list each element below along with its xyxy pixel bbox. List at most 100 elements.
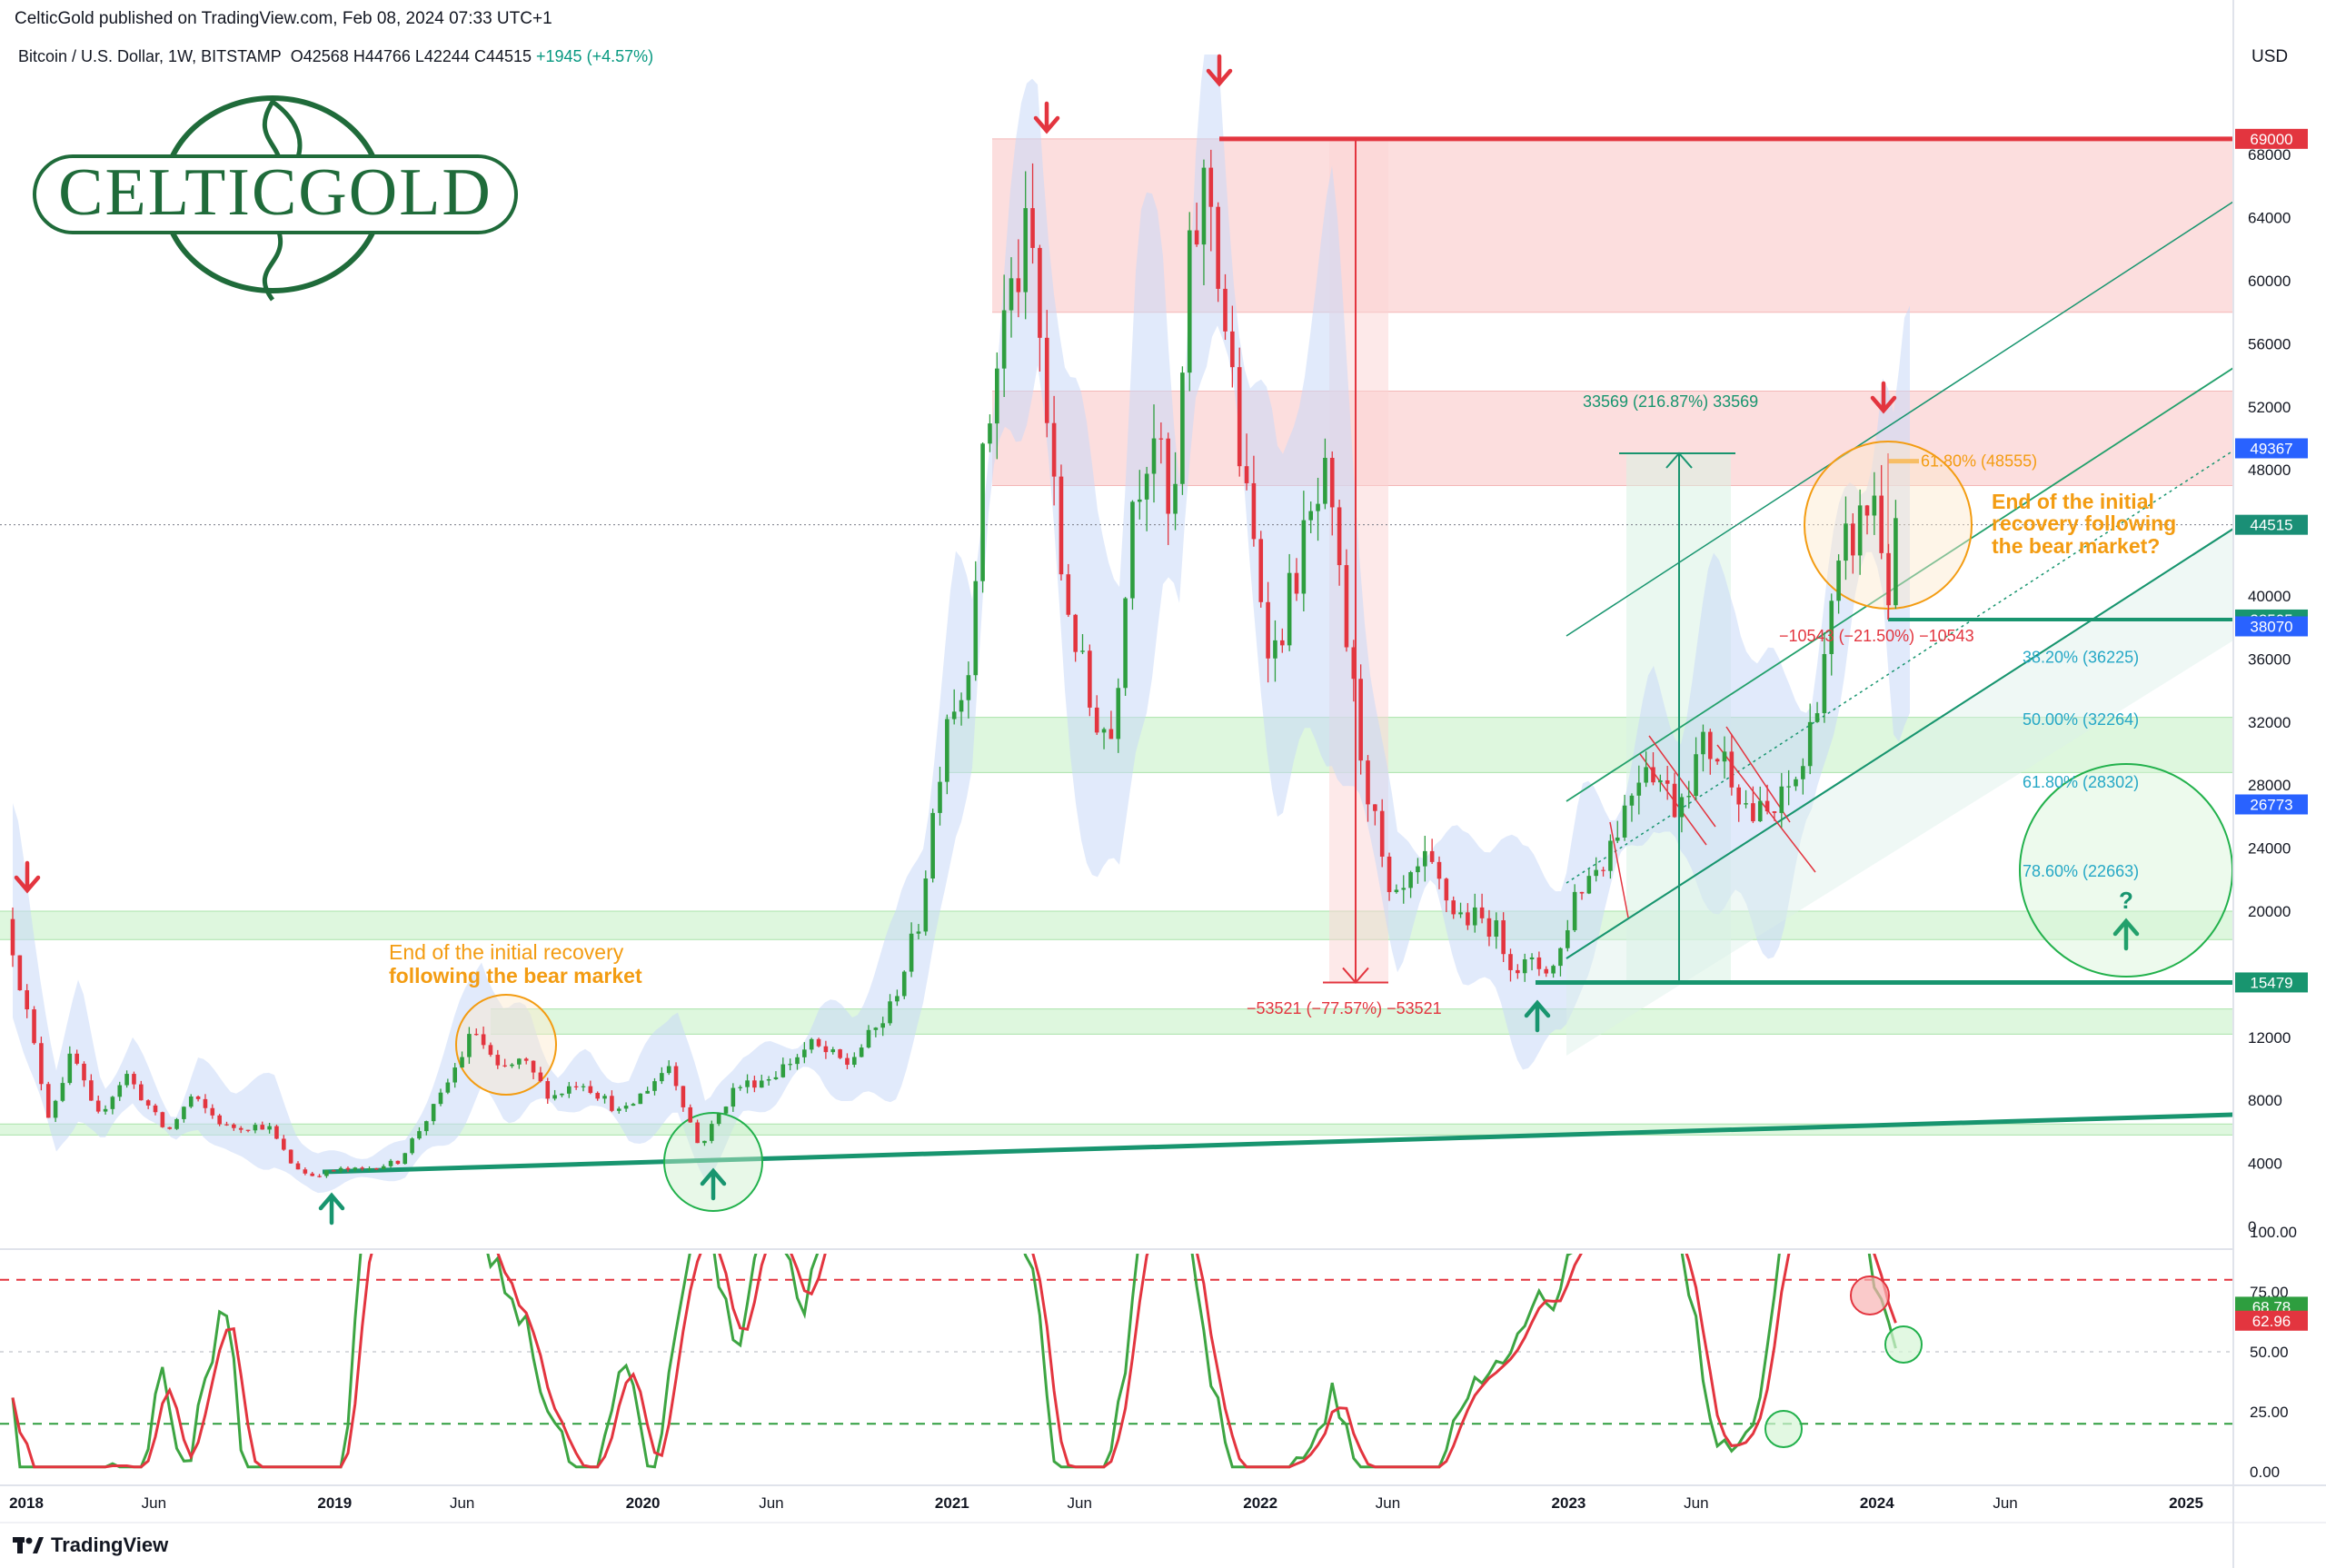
candle-body (1144, 473, 1149, 500)
candle-body (602, 1096, 607, 1099)
candle (773, 1071, 779, 1080)
candle-body (338, 1167, 343, 1171)
candle-body (1401, 888, 1407, 890)
symbol-name: Bitcoin / U.S. Dollar, 1W, BITSTAMP (18, 47, 282, 65)
celticgold-logo: CELTICGOLD (33, 95, 518, 302)
candle (710, 1120, 714, 1144)
candle (103, 1105, 108, 1115)
candle (53, 1099, 58, 1123)
candle (224, 1121, 229, 1126)
candle (188, 1094, 194, 1108)
candle (203, 1094, 208, 1114)
candle-body (1009, 278, 1014, 311)
candle (1494, 912, 1499, 949)
zone-resistance (992, 391, 2233, 486)
candle (1223, 273, 1228, 341)
candle-body (1636, 782, 1642, 796)
candle (260, 1121, 265, 1130)
candle-body (959, 700, 964, 712)
candle (481, 1026, 486, 1049)
candle (1144, 466, 1149, 531)
candle-body (1729, 751, 1735, 788)
candle-body (1208, 167, 1214, 207)
candle-body (1166, 438, 1170, 514)
time-tick-label: 2022 (1243, 1494, 1277, 1512)
candle (873, 1027, 879, 1037)
candle-body (1672, 783, 1677, 818)
candle (17, 955, 23, 991)
candle-body (660, 1073, 664, 1082)
candle (1030, 163, 1035, 264)
annotation-2024-line1: End of the initial (1992, 490, 2154, 513)
candle-body (1857, 505, 1863, 556)
osc-tick-label: 0.00 (2250, 1464, 2280, 1481)
candle-body (1101, 729, 1107, 733)
osc-tag (2235, 1310, 2308, 1331)
osc-circle-top (1850, 1275, 1890, 1315)
price-tick-label: 52000 (2248, 399, 2291, 416)
candle-body (295, 1163, 301, 1170)
candle (1715, 758, 1720, 765)
candle-body (1622, 805, 1627, 838)
tradingview-logo[interactable]: TradingView (13, 1533, 168, 1557)
candle (688, 1104, 693, 1123)
candle-body (1108, 729, 1114, 739)
candle-body (1294, 572, 1299, 594)
tradingview-brand: TradingView (51, 1533, 169, 1556)
channel-top (1566, 201, 2233, 637)
price-tick-label: 28000 (2248, 777, 2291, 794)
candle-body (1772, 811, 1777, 813)
candle-body (1088, 650, 1092, 708)
candle-body (938, 781, 942, 813)
candle-body (1436, 861, 1442, 879)
candle-body (1708, 731, 1713, 759)
price-tick-label: 36000 (2248, 650, 2291, 668)
candle (1001, 274, 1007, 398)
candle-body (631, 1104, 636, 1107)
candle (731, 1083, 736, 1112)
candle-body (1807, 721, 1813, 767)
candle-body (1130, 501, 1135, 599)
candle-body (780, 1064, 786, 1077)
candle (1579, 891, 1585, 900)
candle-body (1764, 800, 1770, 812)
down-arrow-icon (1870, 381, 1897, 414)
candle-body (238, 1127, 244, 1130)
candle (1751, 786, 1755, 823)
candle (1429, 839, 1435, 864)
candle-body (702, 1140, 707, 1144)
candle (1566, 919, 1570, 952)
candle-body (253, 1125, 258, 1131)
candle (652, 1077, 657, 1096)
candle (1329, 451, 1335, 536)
fib-label: 61.80% (28302) (2023, 773, 2139, 791)
price-tag (2235, 972, 2308, 993)
channel-center (1566, 450, 2233, 884)
candle (1686, 780, 1692, 809)
candle (759, 1075, 764, 1088)
candle-body (473, 1034, 479, 1036)
candle (1173, 452, 1178, 531)
currency-label[interactable]: USD (2251, 47, 2289, 66)
candle (1794, 776, 1798, 791)
candle (60, 1077, 65, 1103)
candle (1208, 149, 1214, 252)
candle (317, 1174, 322, 1178)
candle (1622, 794, 1627, 841)
candle-body (331, 1170, 336, 1172)
candle (1194, 203, 1199, 247)
candle-body (1715, 759, 1720, 762)
candle-body (930, 812, 935, 879)
candle-body (1230, 331, 1235, 368)
candle (488, 1042, 493, 1057)
candle (345, 1166, 351, 1173)
candle-body (1237, 367, 1242, 467)
candle (702, 1140, 707, 1146)
candle (1451, 896, 1456, 919)
price-tag-label: 69000 (2250, 131, 2292, 148)
candle-body (1080, 650, 1085, 652)
osc-circle-2023 (1764, 1410, 1803, 1448)
candle (1558, 947, 1563, 977)
candle-body (502, 1065, 507, 1067)
candle (1665, 766, 1670, 800)
